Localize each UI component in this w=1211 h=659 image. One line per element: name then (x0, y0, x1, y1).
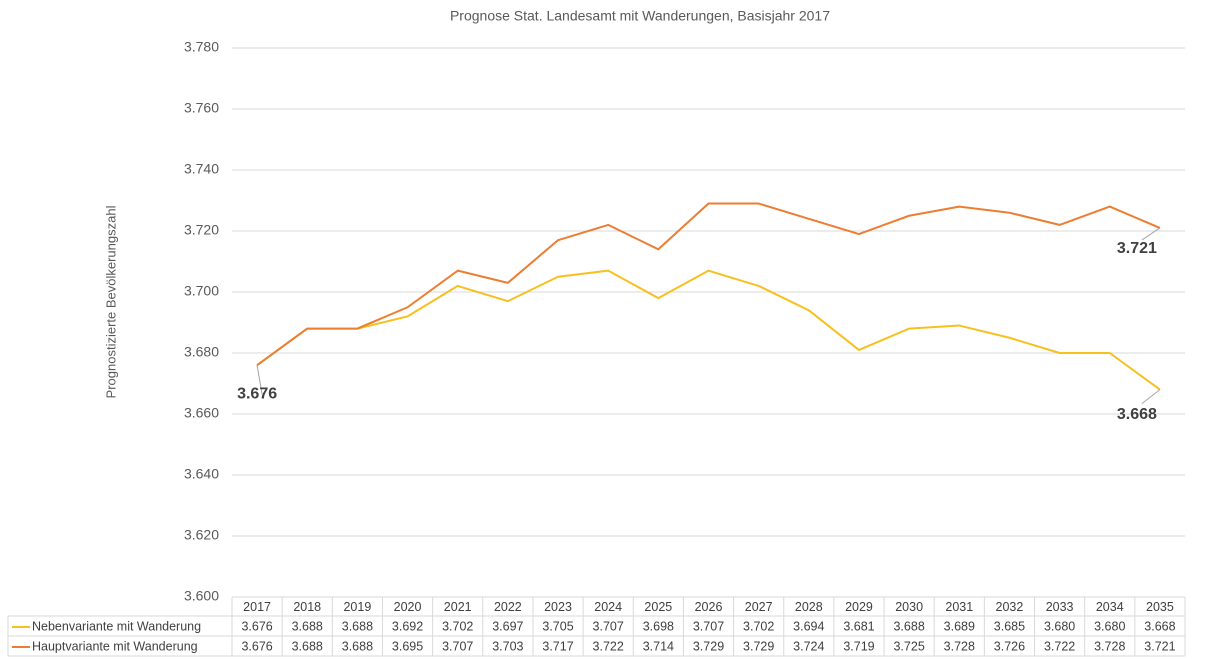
x-tick-label: 2029 (845, 600, 873, 614)
table-cell: 3.707 (593, 619, 624, 633)
table-cell: 3.688 (893, 619, 924, 633)
table-cell: 3.729 (743, 639, 774, 653)
y-tick-label: 3.680 (184, 344, 219, 360)
table-cell: 3.714 (643, 639, 674, 653)
x-tick-label: 2024 (594, 600, 622, 614)
table-cell: 3.703 (492, 639, 523, 653)
table-cell: 3.689 (944, 619, 975, 633)
y-tick-label: 3.660 (184, 405, 219, 421)
legend-label: Hauptvariante mit Wanderung (32, 639, 198, 653)
y-tick-label: 3.640 (184, 466, 219, 482)
x-tick-label: 2025 (644, 600, 672, 614)
callout-leader (1141, 389, 1161, 404)
y-tick-label: 3.780 (184, 39, 219, 55)
y-tick-label: 3.740 (184, 161, 219, 177)
table-cell: 3.707 (693, 619, 724, 633)
x-tick-label: 2023 (544, 600, 572, 614)
table-cell: 3.707 (442, 639, 473, 653)
table-cell: 3.702 (442, 619, 473, 633)
x-tick-label: 2026 (695, 600, 723, 614)
table-cell: 3.719 (843, 639, 874, 653)
series-line (256, 269, 1161, 391)
legend-label: Nebenvariante mit Wanderung (32, 619, 201, 633)
x-tick-label: 2031 (945, 600, 973, 614)
table-cell: 3.685 (994, 619, 1025, 633)
x-tick-label: 2021 (444, 600, 472, 614)
table-cell: 3.688 (292, 639, 323, 653)
table-cell: 3.717 (542, 639, 573, 653)
table-cell: 3.688 (292, 619, 323, 633)
table-cell: 3.681 (843, 619, 874, 633)
callout-leader (1141, 227, 1161, 241)
table-cell: 3.676 (241, 639, 272, 653)
x-tick-label: 2018 (293, 600, 321, 614)
x-tick-label: 2022 (494, 600, 522, 614)
series-line (256, 202, 1161, 367)
y-tick-label: 3.720 (184, 222, 219, 238)
data-label: 3.676 (237, 385, 277, 402)
x-tick-label: 2033 (1046, 600, 1074, 614)
table-cell: 3.705 (542, 619, 573, 633)
table-cell: 3.722 (1044, 639, 1075, 653)
table-cell: 3.695 (392, 639, 423, 653)
table-cell: 3.726 (994, 639, 1025, 653)
table-cell: 3.676 (241, 619, 272, 633)
chart-title: Prognose Stat. Landesamt mit Wanderungen… (450, 8, 830, 24)
x-tick-label: 2030 (895, 600, 923, 614)
table-cell: 3.697 (492, 619, 523, 633)
table-cell: 3.722 (593, 639, 624, 653)
x-tick-label: 2028 (795, 600, 823, 614)
table-cell: 3.680 (1044, 619, 1075, 633)
table-cell: 3.688 (342, 619, 373, 633)
y-axis-title: Prognostizierte Bevölkerungszahl (103, 205, 118, 398)
table-cell: 3.688 (342, 639, 373, 653)
x-tick-label: 2019 (343, 600, 371, 614)
x-tick-label: 2032 (996, 600, 1024, 614)
y-tick-label: 3.700 (184, 283, 219, 299)
table-cell: 3.692 (392, 619, 423, 633)
table-cell: 3.728 (1094, 639, 1125, 653)
table-cell: 3.668 (1144, 619, 1175, 633)
table-cell: 3.698 (643, 619, 674, 633)
x-tick-label: 2020 (394, 600, 422, 614)
table-cell: 3.694 (793, 619, 824, 633)
x-tick-label: 2027 (745, 600, 773, 614)
table-cell: 3.725 (893, 639, 924, 653)
y-tick-label: 3.600 (184, 588, 219, 604)
table-cell: 3.724 (793, 639, 824, 653)
table-cell: 3.721 (1144, 639, 1175, 653)
data-label: 3.668 (1117, 406, 1157, 423)
callout-leader (256, 365, 263, 395)
table-cell: 3.702 (743, 619, 774, 633)
y-tick-label: 3.620 (184, 527, 219, 543)
table-cell: 3.680 (1094, 619, 1125, 633)
y-tick-label: 3.760 (184, 100, 219, 116)
table-cell: 3.729 (693, 639, 724, 653)
table-cell: 3.728 (944, 639, 975, 653)
x-tick-label: 2035 (1146, 600, 1174, 614)
data-label: 3.721 (1117, 240, 1157, 257)
x-tick-label: 2034 (1096, 600, 1124, 614)
x-tick-label: 2017 (243, 600, 271, 614)
